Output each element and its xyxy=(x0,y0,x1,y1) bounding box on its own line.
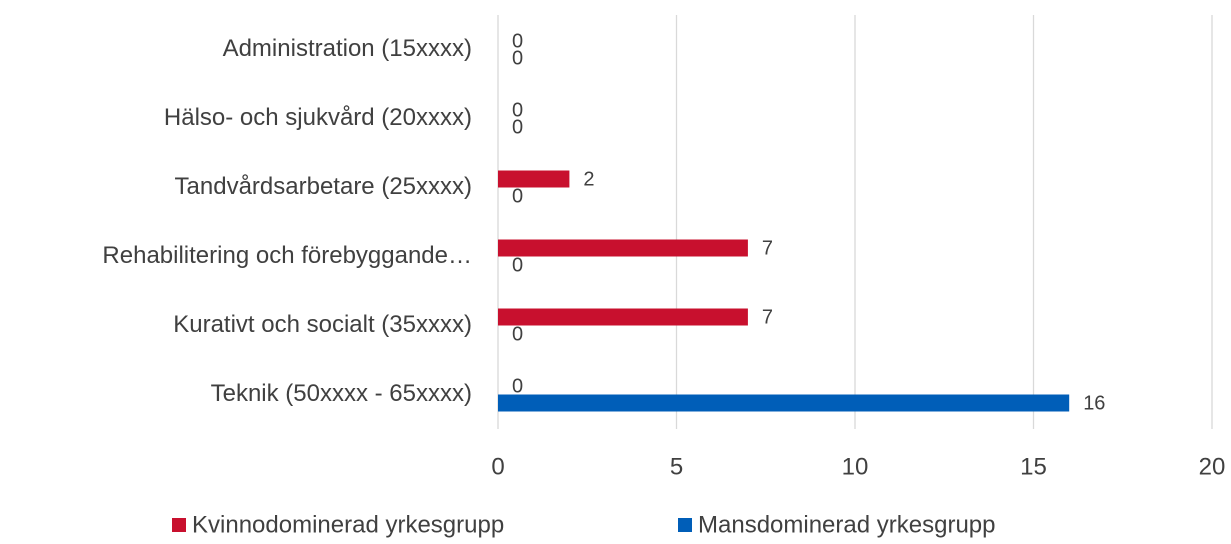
y-tick-label: Tandvårdsarbetare (25xxxx) xyxy=(175,173,472,200)
data-label: 0 xyxy=(512,323,523,345)
legend-label: Kvinnodominerad yrkesgrupp xyxy=(192,511,504,538)
data-label: 0 xyxy=(512,254,523,276)
data-label: 7 xyxy=(762,237,773,259)
data-label: 16 xyxy=(1083,392,1105,414)
x-tick-label: 0 xyxy=(491,453,504,480)
y-tick-label: Administration (15xxxx) xyxy=(223,35,472,62)
bar xyxy=(498,308,748,326)
x-tick-label: 10 xyxy=(842,453,869,480)
data-label: 0 xyxy=(512,99,523,121)
x-tick-label: 5 xyxy=(670,453,683,480)
data-label: 0 xyxy=(512,116,523,138)
data-label: 0 xyxy=(512,30,523,52)
data-label: 2 xyxy=(583,168,594,190)
bar xyxy=(498,170,570,188)
y-tick-label: Rehabilitering och förebyggande… xyxy=(102,242,472,269)
y-tick-label: Hälso- och sjukvård (20xxxx) xyxy=(164,104,472,131)
data-label: 0 xyxy=(512,185,523,207)
y-tick-label: Kurativt och socialt (35xxxx) xyxy=(173,311,472,338)
x-tick-label: 15 xyxy=(1020,453,1047,480)
data-label: 0 xyxy=(512,375,523,397)
y-tick-label: Teknik (50xxxx - 65xxxx) xyxy=(211,380,472,407)
legend-swatch xyxy=(172,518,186,532)
data-label: 7 xyxy=(762,306,773,328)
legend-label: Mansdominerad yrkesgrupp xyxy=(698,511,995,538)
bar xyxy=(498,394,1070,412)
x-tick-label: 20 xyxy=(1199,453,1226,480)
bar xyxy=(498,239,748,257)
data-label: 0 xyxy=(512,47,523,69)
legend-swatch xyxy=(678,518,692,532)
